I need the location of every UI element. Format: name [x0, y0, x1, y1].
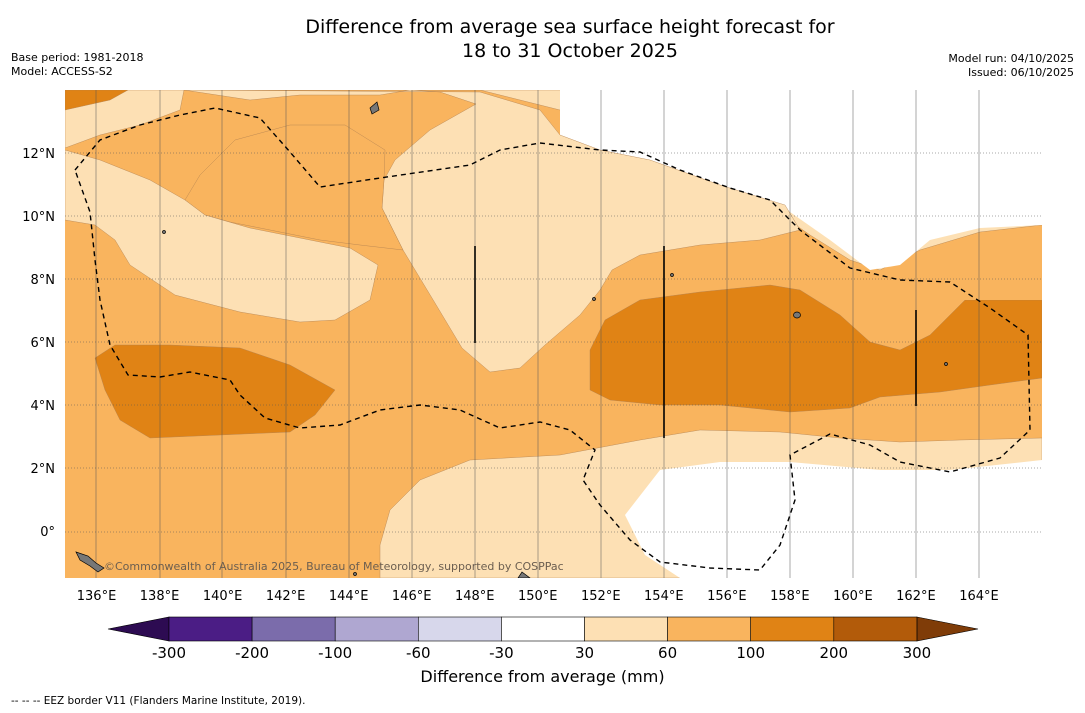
colorbar-tick-label: -100: [318, 644, 352, 662]
copyright-watermark: ©Commonwealth of Australia 2025, Bureau …: [104, 560, 564, 573]
colorbar-bin: [251, 616, 336, 642]
lat-tick-label: 12°N: [22, 147, 55, 162]
lat-tick-label: 0°: [40, 525, 55, 540]
lon-tick-label: 164°E: [959, 589, 999, 604]
anomaly-region-near-zero-north: [560, 90, 1042, 270]
anomaly-patch-60-100-west: [184, 124, 404, 251]
colorbar-tick-label: 200: [819, 644, 848, 662]
map-title: Difference from average sea surface heig…: [0, 15, 1085, 63]
meta-left: Base period: 1981-2018 Model: ACCESS-S2: [11, 51, 143, 79]
anomaly-blob-30-60-central-north: [183, 90, 801, 373]
map-plot-area: ©Commonwealth of Australia 2025, Bureau …: [65, 90, 1042, 578]
model-run-text: Model run: 04/10/2025: [948, 52, 1074, 65]
graticule: [65, 90, 1042, 578]
lat-tick-label: 6°N: [31, 336, 56, 351]
lat-tick-label: 8°N: [31, 273, 56, 288]
lon-tick-label: 154°E: [644, 589, 684, 604]
colorbar-tick-label: 60: [658, 644, 677, 662]
colorbar-tick-label: 30: [575, 644, 594, 662]
lon-tick-label: 158°E: [770, 589, 810, 604]
lon-tick-label: 138°E: [140, 589, 180, 604]
colorbar-tick-label: -300: [152, 644, 186, 662]
lon-tick-label: 150°E: [518, 589, 558, 604]
colorbar-tick-label: 100: [736, 644, 765, 662]
lon-tick-label: 136°E: [77, 589, 117, 604]
lon-tick-label: 142°E: [266, 589, 306, 604]
colorbar-tick-label: -60: [406, 644, 431, 662]
lat-tick-label: 4°N: [31, 399, 56, 414]
anomaly-region-near-zero-south: [625, 460, 1042, 578]
lat-tick-label: 2°N: [31, 462, 56, 477]
lat-tick-label: 10°N: [22, 210, 55, 225]
colorbar-label: Difference from average (mm): [420, 667, 665, 686]
title-line-1: Difference from average sea surface heig…: [305, 16, 835, 38]
lon-tick-label: 148°E: [455, 589, 495, 604]
anomaly-blob-100-200-east: [589, 284, 1042, 413]
meta-right: Model run: 04/10/2025 Issued: 06/10/2025: [948, 52, 1074, 80]
colorbar: -300 -200 -100 -60 -30 30 60 100 200 300: [107, 616, 979, 662]
eez-border: [74, 107, 1031, 571]
colorbar-low-extend: [107, 616, 170, 642]
anomaly-corner-100-200: [65, 90, 129, 111]
latitude-tick-labels: 0° 2°N 4°N 6°N 8°N 10°N 12°N: [22, 147, 55, 540]
issued-text: Issued: 06/10/2025: [967, 66, 1074, 79]
title-line-2: 18 to 31 October 2025: [462, 40, 678, 62]
colorbar-high-extend: [916, 616, 979, 642]
anomaly-blob-100-200-west: [94, 344, 336, 439]
colorbar-bin: [417, 616, 502, 642]
landmasses: [75, 101, 948, 578]
lon-tick-label: 162°E: [896, 589, 936, 604]
longitude-tick-labels: 136°E 138°E 140°E 142°E 144°E 146°E 148°E 150°E…: [77, 589, 999, 604]
lon-tick-label: 156°E: [707, 589, 747, 604]
colorbar-bin: [833, 616, 918, 642]
colorbar-bin: [667, 616, 751, 642]
lon-tick-label: 152°E: [581, 589, 621, 604]
lon-tick-label: 144°E: [329, 589, 369, 604]
base-period-text: Base period: 1981-2018: [11, 51, 144, 64]
vertical-markers: [474, 246, 917, 438]
colorbar-bin: [584, 616, 668, 642]
lon-tick-label: 146°E: [392, 589, 432, 604]
lon-tick-label: 160°E: [833, 589, 873, 604]
colorbar-tick-label: -200: [235, 644, 269, 662]
colorbar-bin: [501, 616, 585, 642]
colorbar-bin: [750, 616, 835, 642]
model-text: Model: ACCESS-S2: [11, 65, 113, 78]
eez-footnote: -- -- -- EEZ border V11 (Flanders Marine…: [11, 695, 306, 707]
lon-tick-label: 140°E: [203, 589, 243, 604]
colorbar-bin: [168, 616, 253, 642]
colorbar-tick-label: 300: [903, 644, 932, 662]
colorbar-bin: [334, 616, 419, 642]
colorbar-tick-label: -30: [489, 644, 514, 662]
